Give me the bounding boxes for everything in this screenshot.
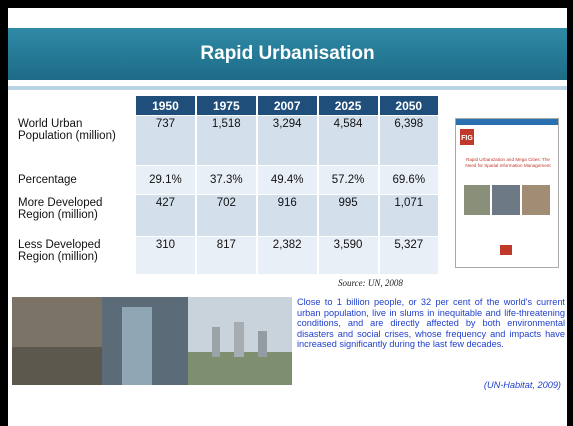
cell: 29.1% (134, 165, 196, 195)
table-row: Percentage 29.1% 37.3% 49.4% 57.2% 69.6% (12, 165, 438, 195)
photo-ground (12, 347, 102, 385)
row-label: Percentage (12, 165, 135, 195)
photo (464, 185, 490, 215)
emblem (500, 245, 512, 255)
cell: 916 (255, 194, 318, 237)
building (212, 327, 220, 357)
corner (13, 96, 135, 116)
slide: Rapid Urbanisation 1950 1975 2007 2025 2050 … (8, 8, 567, 426)
citation: (UN-Habitat, 2009) (483, 380, 561, 390)
cover-title: Rapid Urbanization and Mega Cities: The … (465, 157, 551, 168)
year-header: 2007 (255, 96, 318, 116)
divider (8, 86, 567, 90)
cell: 737 (134, 115, 196, 166)
quote: Close to 1 billion people, or 32 per cen… (297, 297, 565, 350)
year-header: 2025 (316, 96, 379, 116)
cell: 702 (194, 194, 257, 237)
cover-art: FIG Rapid Urbanization and Mega Cities: … (456, 119, 558, 255)
row-label: More Developed Region (million) (12, 194, 135, 237)
cell: 4,584 (316, 115, 379, 166)
photo-trees (188, 352, 292, 385)
header-row: 1950 1975 2007 2025 2050 (13, 96, 438, 116)
title: Rapid Urbanisation (200, 43, 375, 64)
cell: 37.3% (194, 165, 257, 195)
cover-band (456, 119, 558, 125)
cell: 995 (316, 194, 379, 237)
cell: 817 (194, 236, 257, 274)
year-header: 1975 (194, 96, 257, 116)
cell: 427 (134, 194, 196, 237)
table-row: Less Developed Region (million) 310 817 2,3… (12, 236, 438, 274)
photo (522, 185, 550, 215)
table-row: World Urban Population (million) 737 1,518… (12, 115, 438, 166)
building (258, 331, 267, 357)
book-cover: FIG Rapid Urbanization and Mega Cities: … (455, 118, 559, 268)
cell: 1,071 (377, 194, 438, 237)
row-label: Less Developed Region (million) (12, 236, 135, 274)
photo (492, 185, 520, 215)
cell: 5,327 (377, 236, 438, 274)
cover-title-box: Rapid Urbanization and Mega Cities: The … (465, 157, 551, 168)
table-row: More Developed Region (million) 427 702 916… (12, 194, 438, 237)
row-label: World Urban Population (million) (12, 115, 135, 166)
title-bar: Rapid Urbanisation (8, 28, 567, 80)
cell: 3,590 (316, 236, 379, 274)
logo: FIG (461, 135, 473, 142)
cell: 310 (134, 236, 196, 274)
cell: 1,518 (194, 115, 257, 166)
year-header: 2050 (377, 96, 438, 116)
cell: 2,382 (255, 236, 318, 274)
photos (12, 297, 292, 385)
cell: 57.2% (316, 165, 379, 195)
cell: 49.4% (255, 165, 318, 195)
data-table: 1950 1975 2007 2025 2050 World Urban Populat… (12, 96, 438, 274)
year-header: 1950 (134, 96, 196, 116)
logo-box (460, 129, 474, 145)
photo-wall (122, 307, 152, 385)
cell: 69.6% (377, 165, 438, 195)
source: Source: UN, 2008 (338, 278, 403, 288)
building (234, 322, 244, 357)
cell: 3,294 (255, 115, 318, 166)
cell: 6,398 (377, 115, 438, 166)
